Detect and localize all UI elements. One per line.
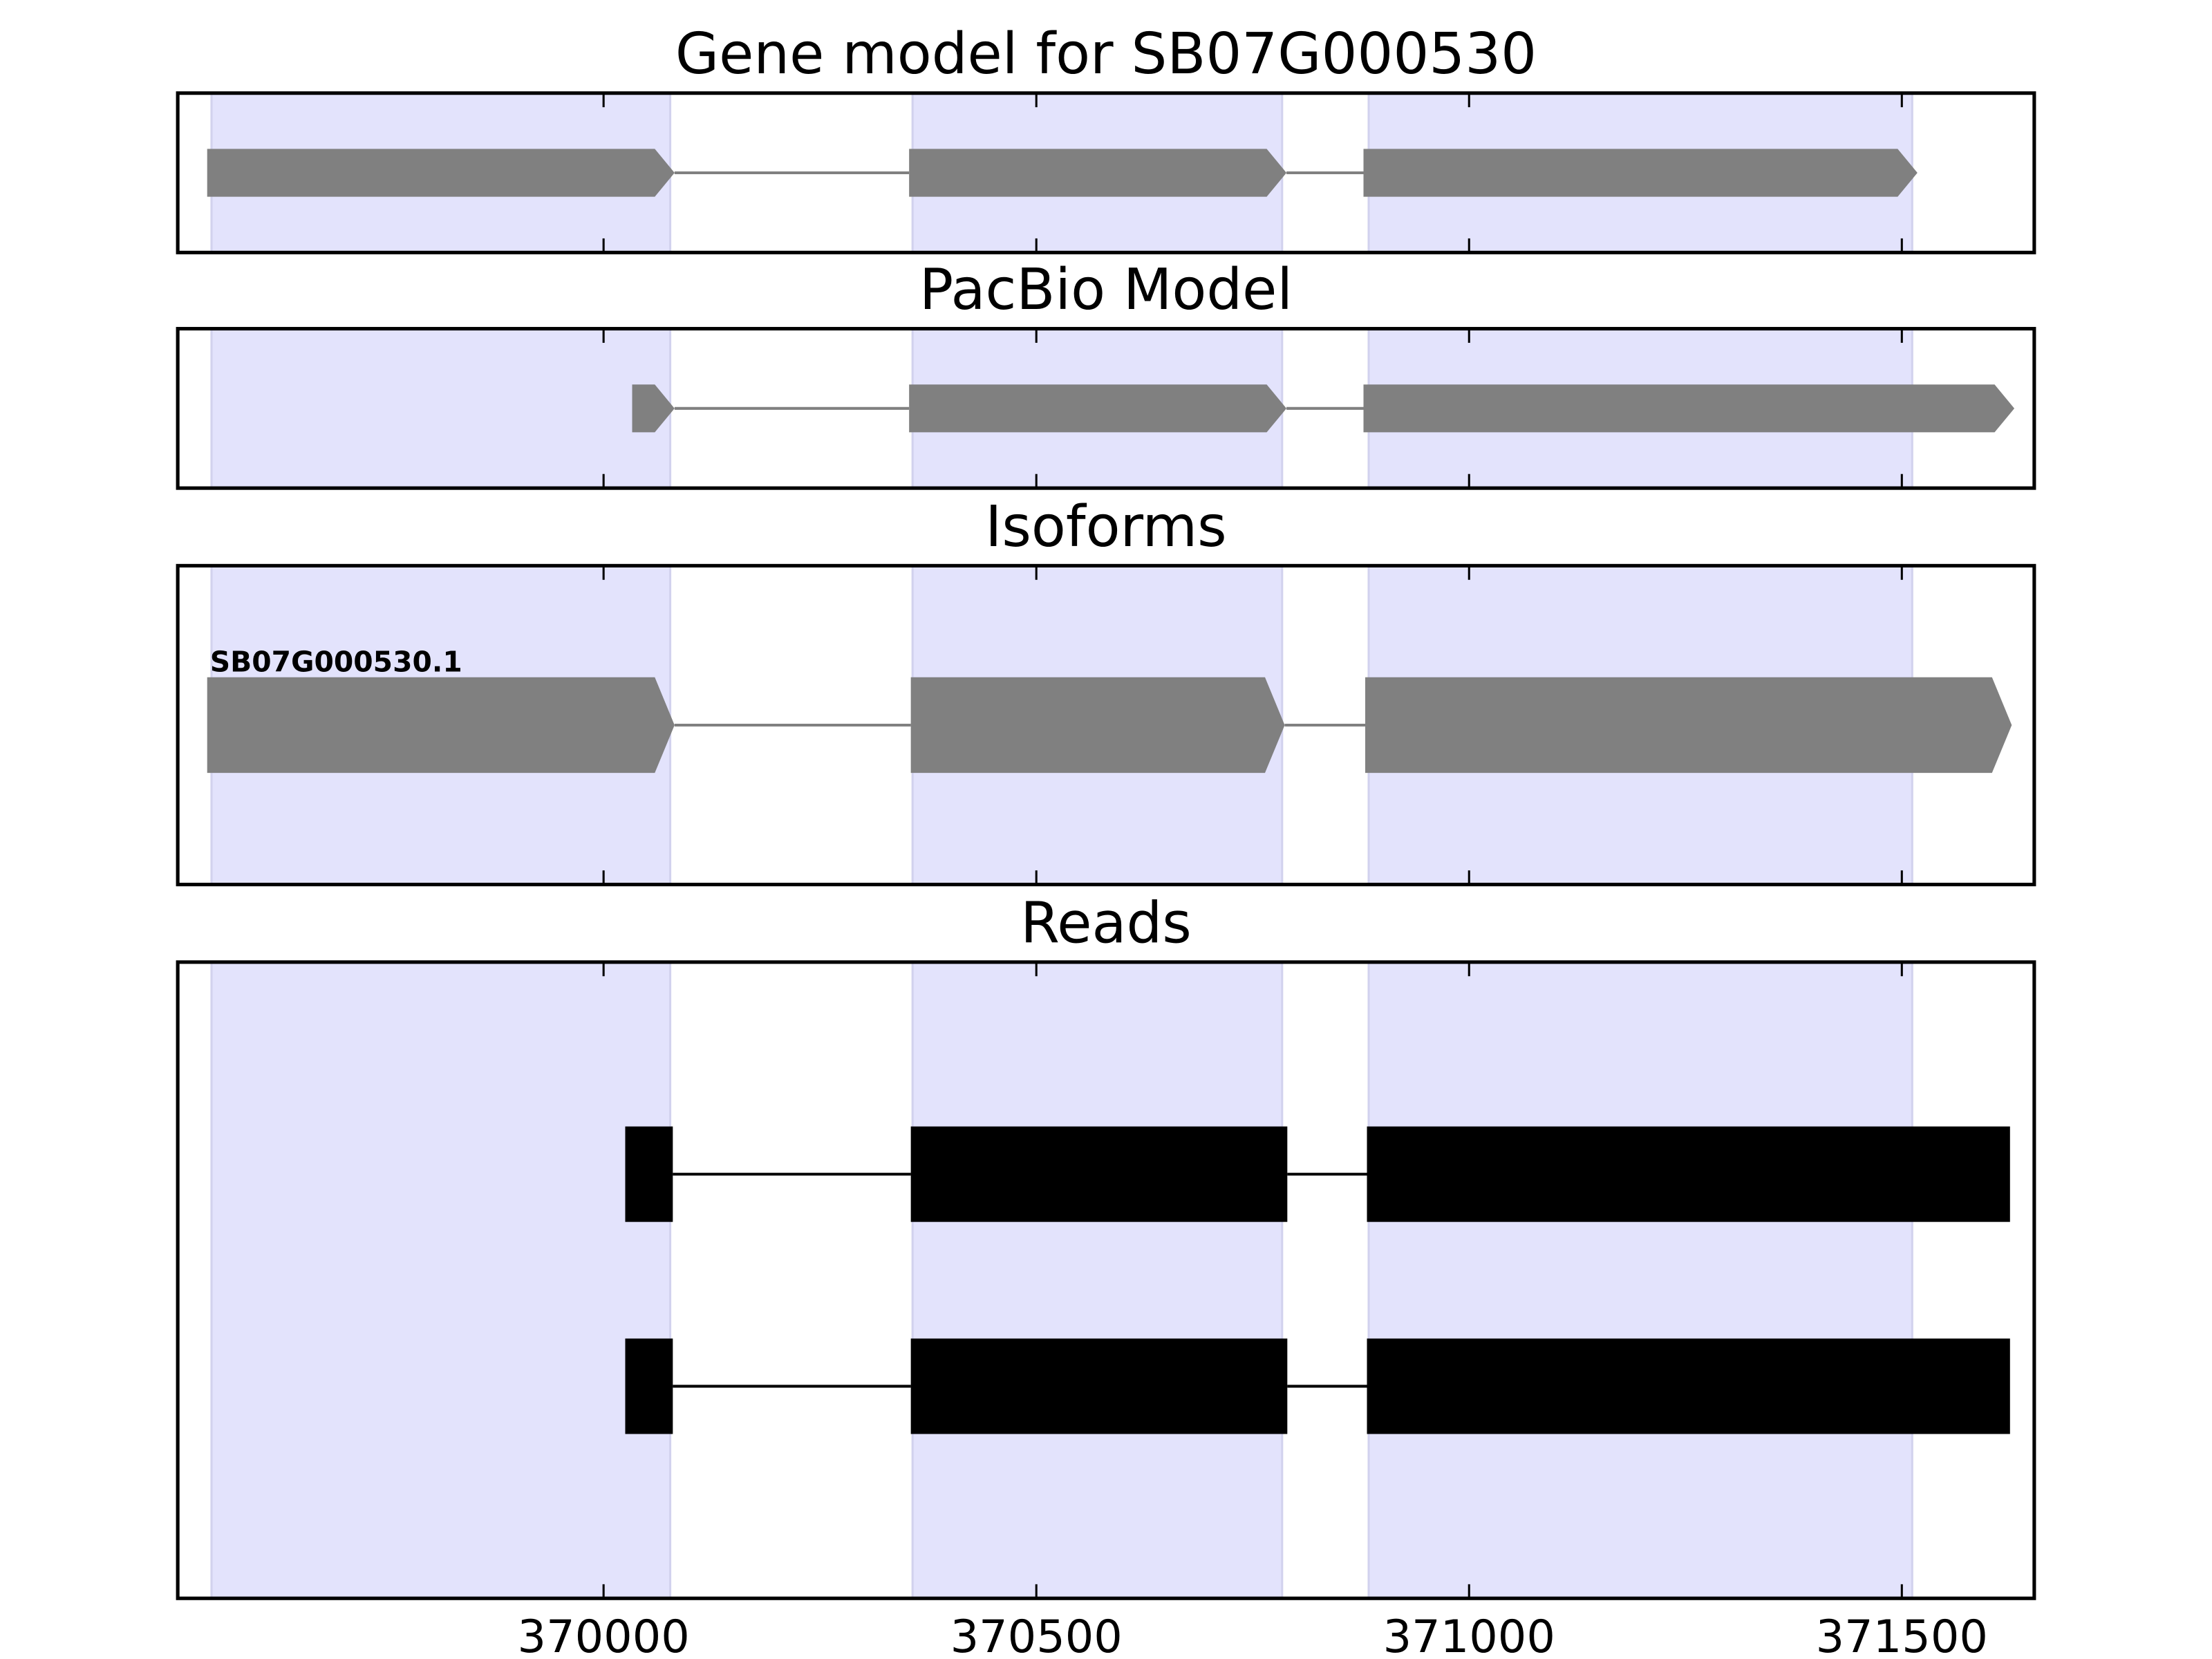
exon (910, 677, 1285, 774)
x-tick-label: 371500 (1816, 1611, 1988, 1659)
x-tick-label: 371000 (1383, 1611, 1555, 1659)
exon (1367, 1338, 2010, 1434)
panel-frame (176, 326, 2036, 490)
exon (910, 1338, 1288, 1434)
exon (1363, 149, 1918, 197)
exon (1365, 677, 2012, 774)
exon (207, 149, 675, 197)
exon (909, 384, 1287, 433)
exon (909, 149, 1287, 197)
x-tick-label: 370500 (950, 1611, 1123, 1659)
panel-frame (176, 960, 2036, 1600)
exon (625, 1126, 673, 1222)
exon (910, 1126, 1288, 1222)
highlight (1367, 961, 1913, 1600)
exon (625, 1338, 673, 1434)
isoform-label: SB07G000530.1 (210, 646, 462, 679)
panel-title: PacBio Model (919, 257, 1293, 323)
panel-title: Isoforms (985, 494, 1226, 560)
panel-frame (176, 563, 2036, 887)
exon (632, 384, 675, 433)
highlight (911, 961, 1284, 1600)
highlight (210, 327, 672, 489)
highlight (210, 961, 672, 1600)
panel-title: Reads (1020, 890, 1192, 956)
exon (207, 677, 675, 774)
exon (1367, 1126, 2010, 1222)
panel-title: Gene model for SB07G000530 (675, 21, 1537, 87)
panel-frame (176, 91, 2036, 254)
exon (1363, 384, 2015, 433)
x-tick-label: 370000 (518, 1611, 690, 1659)
